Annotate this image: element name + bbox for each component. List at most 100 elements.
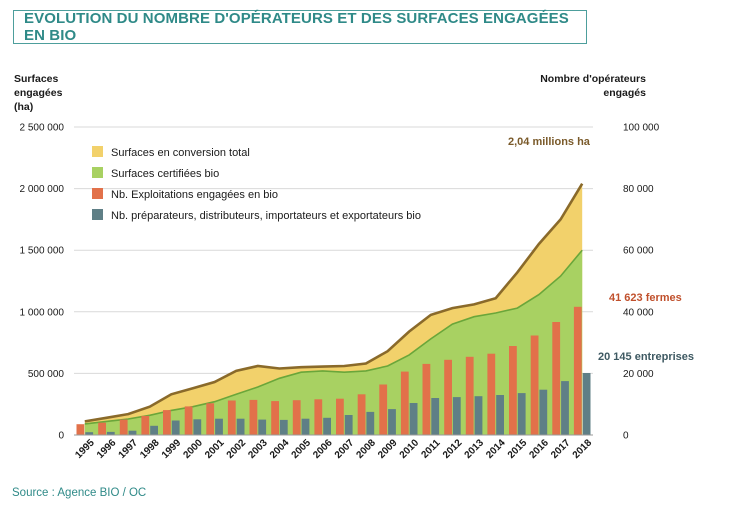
bar-exploitations — [552, 322, 561, 435]
x-tick-label: 2005 — [290, 437, 314, 461]
bar-preparateurs — [409, 403, 418, 435]
left-tick-label: 1 000 000 — [20, 307, 65, 318]
bar-preparateurs — [517, 393, 526, 435]
x-tick-label: 2000 — [181, 437, 205, 461]
x-tick-label: 2012 — [441, 437, 465, 461]
bar-preparateurs — [106, 431, 115, 435]
legend-swatch — [92, 209, 103, 220]
right-tick-label: 100 000 — [623, 123, 660, 134]
x-tick-label: 2017 — [549, 437, 573, 461]
bar-exploitations — [357, 394, 366, 435]
bar-preparateurs — [582, 373, 591, 435]
bar-exploitations — [76, 424, 85, 435]
x-tick-label: 2013 — [463, 437, 487, 461]
left-tick-label: 500 000 — [28, 369, 65, 380]
bar-preparateurs — [171, 420, 180, 435]
right-tick-label: 60 000 — [623, 246, 654, 257]
x-tick-label: 2003 — [246, 437, 270, 461]
bar-preparateurs — [561, 381, 569, 435]
bar-preparateurs — [258, 419, 267, 435]
x-tick-label: 2006 — [311, 437, 335, 461]
legend-swatch — [92, 146, 103, 157]
bar-exploitations — [400, 371, 409, 435]
left-tick-label: 2 500 000 — [20, 123, 65, 134]
bar-exploitations — [422, 363, 431, 435]
bar-preparateurs — [128, 430, 137, 435]
bar-preparateurs — [452, 397, 461, 435]
bar-preparateurs — [496, 395, 504, 435]
left-tick-label: 1 500 000 — [20, 246, 65, 257]
bar-exploitations — [98, 422, 106, 435]
bar-exploitations — [573, 306, 582, 435]
x-tick-label: 2011 — [419, 437, 442, 460]
bar-preparateurs — [474, 396, 483, 435]
bar-preparateurs — [150, 425, 158, 435]
x-tick-label: 2001 — [203, 437, 227, 461]
legend-label: Surfaces en conversion total — [111, 147, 250, 159]
right-tick-label: 0 — [623, 431, 629, 442]
bar-exploitations — [465, 356, 474, 435]
x-tick-label: 2008 — [354, 437, 378, 461]
bar-exploitations — [379, 384, 388, 435]
bar-exploitations — [336, 398, 344, 435]
bar-exploitations — [227, 400, 236, 435]
left-axis-title-text: Surfaces engagées (ha) — [14, 73, 63, 113]
x-tick-label: 1996 — [95, 437, 119, 461]
right-tick-label: 20 000 — [623, 369, 654, 380]
left-axis-title: Surfaces engagées (ha) — [14, 72, 84, 114]
bar-preparateurs — [366, 411, 375, 435]
bar-preparateurs — [236, 418, 245, 435]
bar-exploitations — [249, 399, 258, 435]
x-tick-label: 1999 — [160, 437, 184, 461]
x-tick-label: 2007 — [333, 437, 357, 461]
legend-label: Nb. Exploitations engagées en bio — [111, 189, 278, 201]
bar-preparateurs — [539, 389, 548, 435]
bar-exploitations — [119, 419, 128, 435]
bar-exploitations — [271, 401, 279, 435]
legend-swatch — [92, 167, 103, 178]
bars — [76, 306, 591, 435]
x-tick-label: 2009 — [376, 437, 400, 461]
bar-exploitations — [206, 403, 215, 435]
legend-label: Surfaces certifiées bio — [111, 168, 219, 180]
x-tick-label: 2004 — [268, 437, 292, 461]
x-tick-label: 2015 — [506, 437, 530, 461]
right-axis-title-text: Nombre d'opérateurs engagés — [540, 73, 646, 99]
bar-exploitations — [487, 353, 496, 435]
x-tick-label: 2014 — [484, 437, 508, 461]
annotation-total-surface: 2,04 millions ha — [508, 136, 591, 148]
bar-preparateurs — [279, 419, 288, 435]
right-tick-label: 40 000 — [623, 307, 654, 318]
x-tick-label: 2018 — [571, 437, 595, 461]
bar-exploitations — [163, 410, 171, 435]
bar-preparateurs — [344, 415, 353, 435]
bar-preparateurs — [85, 432, 94, 435]
bar-preparateurs — [301, 418, 310, 435]
x-tick-label: 1998 — [138, 437, 162, 461]
right-tick-label: 80 000 — [623, 184, 654, 195]
x-tick-label: 1997 — [117, 437, 141, 461]
bar-exploitations — [141, 415, 150, 435]
annotation-farms: 41 623 fermes — [609, 292, 682, 304]
source-note: Source : Agence BIO / OC — [12, 487, 147, 499]
legend: Surfaces en conversion total Surfaces cer… — [92, 146, 421, 222]
x-tick-label: 1995 — [73, 437, 97, 461]
x-tick-label: 2002 — [225, 437, 249, 461]
left-tick-label: 0 — [58, 431, 64, 442]
bar-preparateurs — [388, 409, 396, 435]
area-certifiees — [84, 250, 583, 435]
bar-exploitations — [530, 335, 539, 435]
annotation-enterprises: 20 145 entreprises — [598, 351, 694, 363]
bar-preparateurs — [431, 398, 440, 435]
bar-exploitations — [314, 399, 323, 435]
left-tick-label: 2 000 000 — [20, 184, 65, 195]
bar-exploitations — [292, 400, 301, 435]
bar-preparateurs — [323, 417, 331, 435]
bar-exploitations — [444, 359, 452, 435]
bar-exploitations — [509, 346, 517, 435]
chart-title: EVOLUTION DU NOMBRE D'OPÉRATEURS ET DES … — [13, 10, 587, 44]
bar-preparateurs — [193, 419, 202, 435]
right-axis-title: Nombre d'opérateurs engagés — [534, 72, 646, 100]
bar-exploitations — [184, 406, 193, 435]
